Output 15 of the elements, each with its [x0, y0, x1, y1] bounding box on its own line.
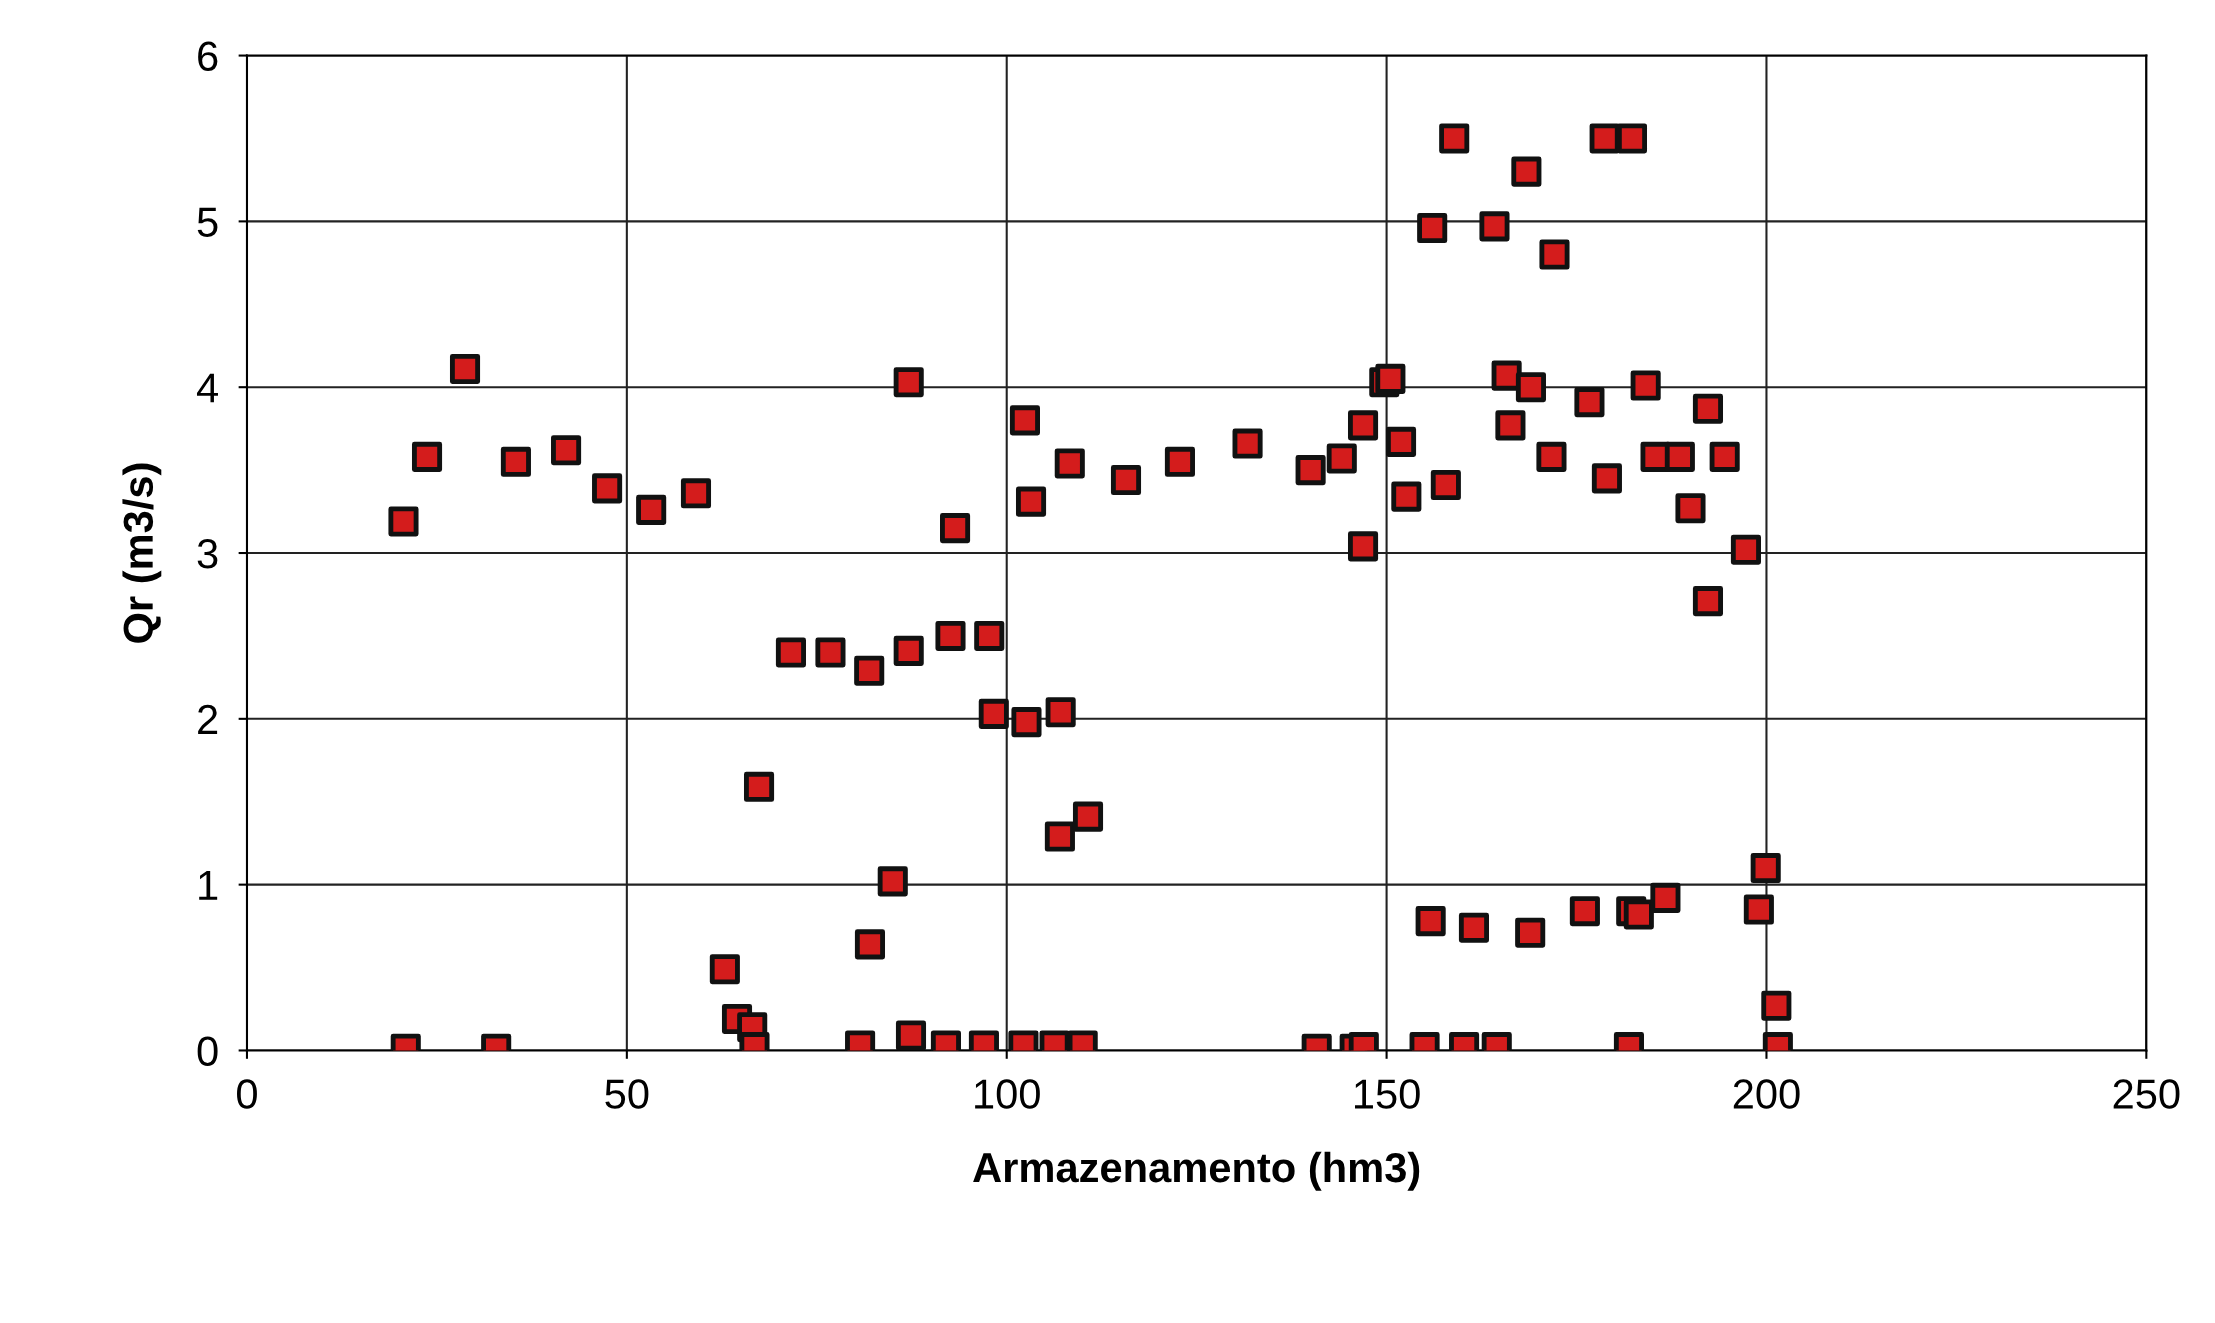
- x-tick-label: 200: [1733, 1079, 1800, 1109]
- x-tick-label: 250: [2113, 1079, 2180, 1109]
- y-tick-label: 1: [199, 871, 218, 900]
- x-tick-label: 150: [1355, 1079, 1420, 1109]
- y-tick-label: 0: [197, 1036, 218, 1066]
- x-tick-label: 50: [605, 1079, 649, 1109]
- y-tick-label: 4: [196, 373, 218, 403]
- y-tick-label: 5: [197, 207, 218, 237]
- x-tick-label: 100: [975, 1079, 1040, 1109]
- x-axis-title: Armazenamento (hm3): [973, 1151, 1420, 1191]
- y-tick-label: 2: [198, 704, 218, 734]
- y-tick-label: 6: [198, 41, 218, 72]
- y-tick-label: 3: [197, 539, 218, 569]
- y-axis-title: Qr (m3/s): [122, 463, 162, 643]
- x-tick-label: 0: [237, 1079, 257, 1109]
